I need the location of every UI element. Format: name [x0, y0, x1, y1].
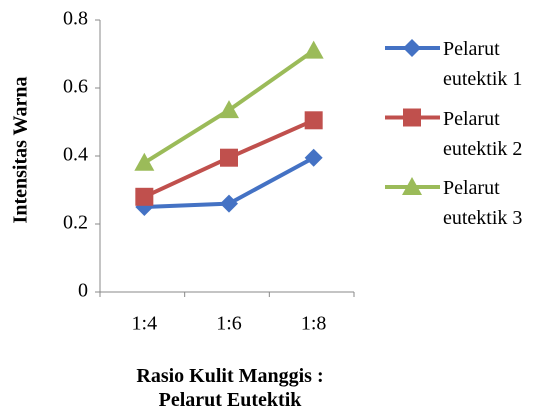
legend-marker	[403, 108, 421, 127]
y-tick-label: 0.8	[63, 8, 88, 30]
legend-label-box: Pelarut eutektik 1	[443, 38, 523, 90]
data-point	[219, 100, 239, 119]
x-tick-label: 1:8	[301, 313, 327, 335]
data-point	[220, 194, 238, 213]
data-point	[220, 148, 238, 167]
legend-label: Pelarut eutektik 2	[443, 107, 523, 160]
x-axis-title: Rasio Kulit Manggis : Pelarut Eutektik	[136, 365, 324, 411]
data-point	[303, 40, 324, 59]
y-axis-title: Intensitas Warna	[10, 77, 32, 224]
legend-marker	[403, 39, 421, 57]
legend-marker	[402, 177, 422, 195]
data-point	[304, 148, 323, 167]
data-point	[134, 152, 155, 171]
x-tick-label: 1:4	[132, 313, 158, 335]
legend-label-box: Pelarut eutektik 3	[443, 177, 523, 229]
data-point	[135, 187, 154, 206]
x-tick-label: 1:6	[216, 313, 242, 335]
y-tick-label: 0.2	[63, 212, 88, 234]
x-axis-title-box: Rasio Kulit Manggis : Pelarut Eutektik	[136, 365, 324, 411]
legend-label: Pelarut eutektik 1	[443, 38, 523, 90]
data-point	[304, 111, 323, 130]
legend-label: Pelarut eutektik 3	[443, 177, 523, 229]
y-tick-label: 0.6	[63, 76, 88, 98]
y-tick-label: 0.4	[63, 144, 88, 166]
y-tick-label: 0	[78, 280, 88, 302]
legend-label-box: Pelarut eutektik 2	[443, 107, 523, 160]
